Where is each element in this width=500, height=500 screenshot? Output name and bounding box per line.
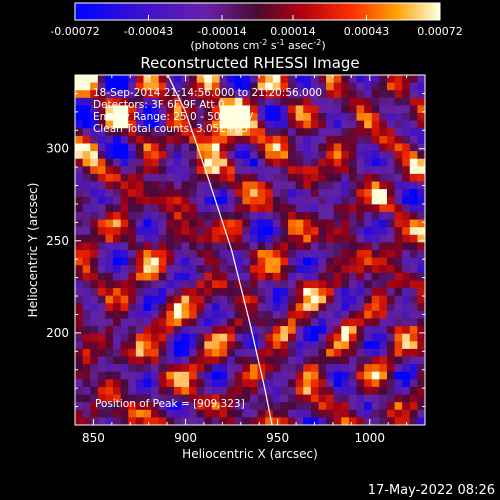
colorbar-units-label: (photons cm-2 s-1 asec-2)	[190, 38, 325, 52]
info-text: 18-Sep-2014 21:14:56.000 to 21:20:56.000…	[93, 87, 322, 135]
plot-frame	[74, 74, 426, 426]
info-line-detectors: Detectors: 3F 6F 9F Att 0	[93, 99, 225, 111]
info-line-clean: Clean Total counts: 3.05E+03	[93, 123, 248, 135]
y-axis: 200 250 300	[46, 74, 425, 408]
x-tick-label: 1000	[354, 431, 385, 445]
y-tick-label: 200	[46, 326, 69, 340]
x-tick-label: 900	[174, 431, 197, 445]
solar-limb	[167, 75, 273, 425]
colorbar-tick-label: 0.00072	[417, 25, 463, 38]
colorbar	[75, 3, 440, 20]
colorbar-tick-label: -0.00014	[197, 25, 246, 38]
x-tick-label: 950	[266, 431, 289, 445]
x-tick-label: 850	[82, 431, 105, 445]
colorbar-frame	[74, 2, 441, 21]
plot-title: Reconstructed RHESSI Image	[140, 54, 359, 72]
colorbar-tick-label: -0.00072	[50, 25, 99, 38]
colorbar-tick-label: -0.00043	[124, 25, 173, 38]
x-axis-label: Heliocentric X (arcsec)	[182, 447, 318, 461]
timestamp: 17-May-2022 08:26	[368, 483, 495, 498]
colorbar-ticks	[74, 15, 441, 20]
x-axis: 850 900 950 1000	[82, 75, 426, 445]
y-tick-label: 300	[46, 142, 69, 156]
info-line-time: 18-Sep-2014 21:14:56.000 to 21:20:56.000	[93, 87, 322, 99]
peak-position-label: Position of Peak = [909,323]	[95, 398, 245, 410]
y-tick-label: 250	[46, 234, 69, 248]
info-line-energy: Energy Range: 25.0 - 50.0 keV	[93, 111, 254, 123]
colorbar-tick-labels: -0.00072 -0.00043 -0.00014 0.00014 0.00043 0.…	[50, 25, 462, 38]
y-axis-label: Heliocentric Y (arcsec)	[26, 183, 40, 318]
colorbar-tick-label: 0.00014	[270, 25, 316, 38]
image-pixels	[75, 75, 425, 425]
colorbar-tick-label: 0.00043	[344, 25, 390, 38]
